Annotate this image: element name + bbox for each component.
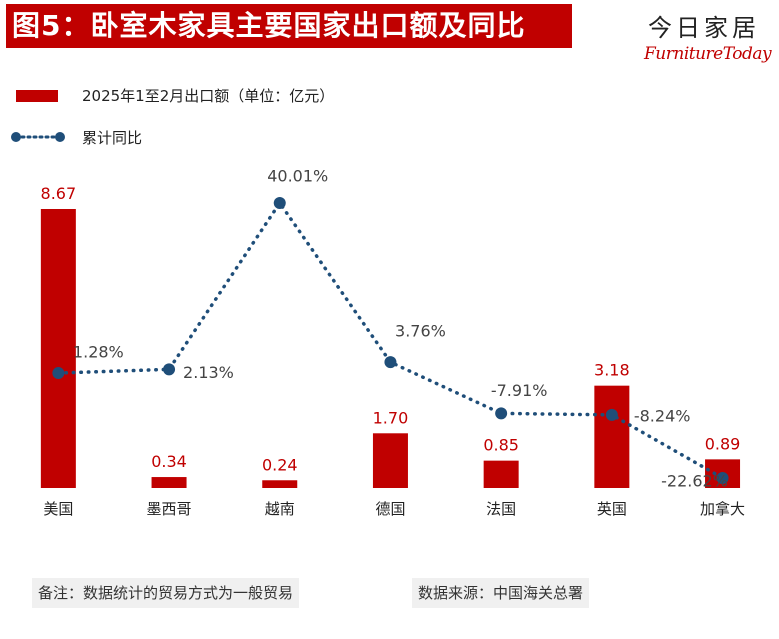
category-label-2: 越南 — [265, 500, 295, 518]
bar-5 — [594, 385, 630, 488]
yoy-point-1 — [163, 363, 176, 376]
footnote: 备注：数据统计的贸易方式为一般贸易 — [32, 578, 300, 608]
yoy-label-4: -7.91% — [491, 381, 548, 400]
bar-0 — [40, 209, 76, 488]
bar-1 — [151, 477, 187, 488]
bar-value-label-5: 3.18 — [594, 361, 630, 380]
category-label-6: 加拿大 — [700, 500, 745, 518]
yoy-point-3 — [384, 356, 397, 369]
category-label-4: 法国 — [486, 500, 516, 518]
bar-value-label-0: 8.67 — [41, 184, 77, 203]
chart-plot: 8.67 美国 0.34 墨西哥 0.24 越南 1.70 德国 0.85 法国 3.18 英国 0.8… — [40, 167, 746, 519]
bar-4 — [483, 460, 519, 488]
yoy-label-3: 3.76% — [395, 322, 446, 341]
yoy-point-6 — [716, 472, 729, 484]
bar-2 — [262, 480, 298, 488]
brand-name-cn: 今日家居 — [648, 14, 760, 42]
legend-bar-swatch — [16, 90, 58, 102]
bar-value-label-4: 0.85 — [483, 436, 519, 455]
chart-title: 图5：卧室木家具主要国家出口额及同比 — [6, 4, 572, 48]
yoy-label-6: -22.62% — [661, 472, 728, 491]
category-label-0: 美国 — [43, 500, 73, 518]
legend-line-label: 累计同比 — [82, 129, 143, 147]
category-label-3: 德国 — [375, 500, 405, 518]
brand-logo-en: FurnitureToday — [644, 44, 772, 64]
bar-value-label-1: 0.34 — [151, 452, 187, 471]
yoy-point-5 — [605, 408, 618, 421]
bar-3 — [372, 433, 408, 488]
category-label-1: 墨西哥 — [147, 500, 192, 518]
bar-value-label-6: 0.89 — [705, 434, 741, 453]
data-source: 数据来源：中国海关总署 — [412, 578, 590, 608]
yoy-point-2 — [273, 197, 286, 209]
yoy-label-1: 2.13% — [183, 363, 234, 382]
yoy-label-0: 1.28% — [73, 343, 124, 362]
bar-value-label-2: 0.24 — [262, 455, 298, 474]
yoy-point-0 — [52, 367, 65, 380]
legend-bar-label: 2025年1至2月出口额（单位：亿元） — [82, 87, 335, 105]
yoy-label-5: -8.24% — [634, 406, 691, 425]
category-label-5: 英国 — [597, 500, 627, 518]
legend-line-swatch — [11, 132, 65, 142]
bar-value-label-3: 1.70 — [373, 408, 409, 427]
yoy-point-4 — [495, 407, 508, 420]
yoy-label-2: 40.01% — [267, 167, 328, 186]
